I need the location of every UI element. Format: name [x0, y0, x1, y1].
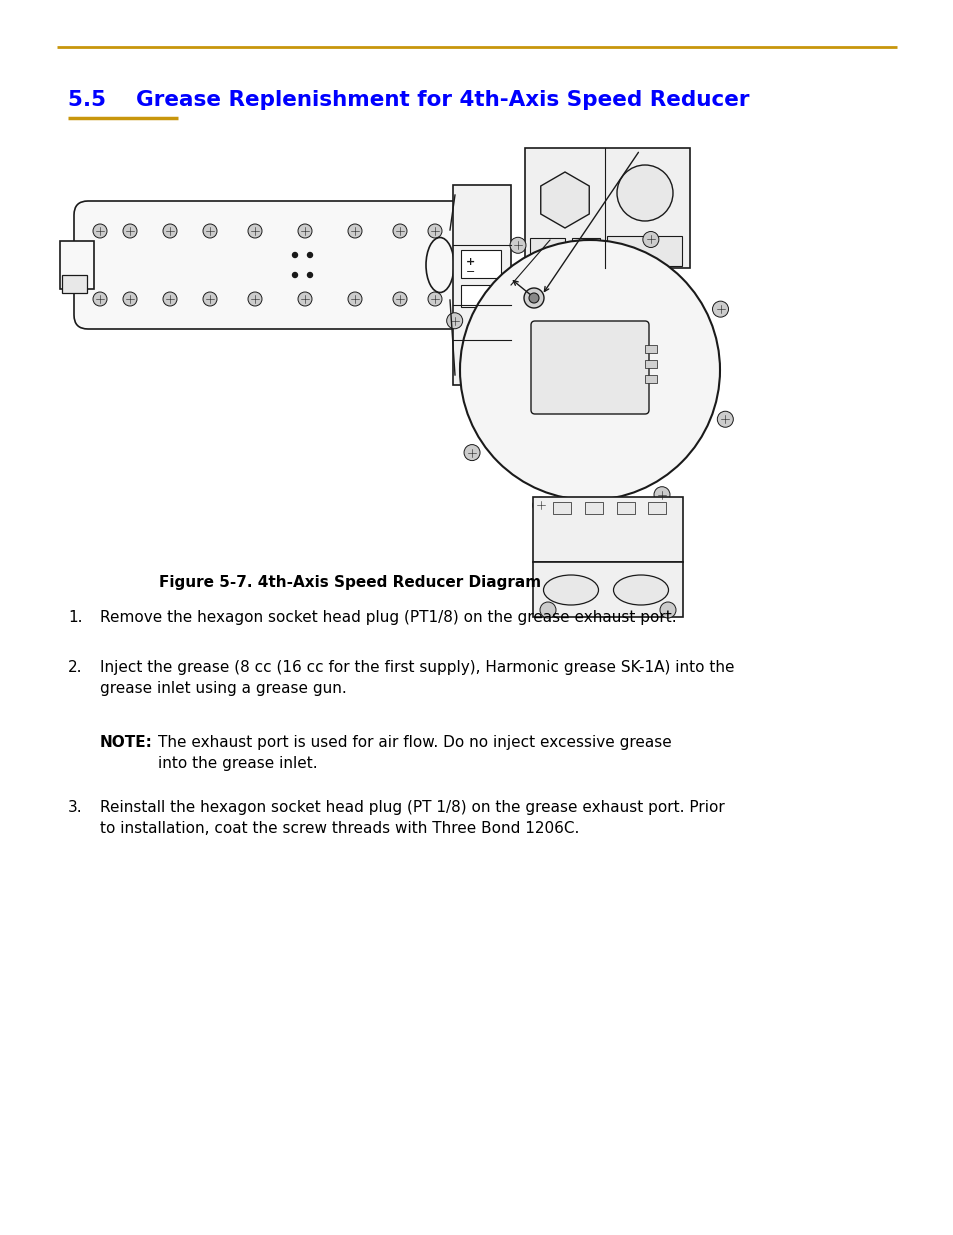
Ellipse shape: [543, 576, 598, 605]
Circle shape: [523, 288, 543, 308]
Circle shape: [712, 301, 728, 317]
Bar: [530, 238, 564, 261]
Circle shape: [163, 224, 177, 238]
Bar: [606, 236, 681, 266]
Circle shape: [92, 224, 107, 238]
Circle shape: [717, 411, 733, 427]
Circle shape: [307, 273, 313, 278]
Text: NOTE:: NOTE:: [100, 735, 152, 750]
Text: −: −: [466, 267, 476, 277]
FancyBboxPatch shape: [60, 241, 94, 289]
Circle shape: [510, 237, 525, 253]
FancyBboxPatch shape: [531, 321, 648, 414]
Circle shape: [539, 601, 556, 618]
Bar: [533, 496, 682, 562]
Bar: [647, 501, 665, 514]
FancyBboxPatch shape: [74, 201, 469, 329]
Circle shape: [348, 291, 361, 306]
Circle shape: [163, 291, 177, 306]
Bar: [617, 501, 635, 514]
Bar: [533, 562, 682, 618]
Bar: [572, 238, 599, 261]
Circle shape: [393, 224, 407, 238]
Circle shape: [463, 445, 479, 461]
Circle shape: [293, 252, 297, 258]
Bar: [553, 501, 571, 514]
Text: 3.: 3.: [68, 800, 83, 815]
Circle shape: [297, 224, 312, 238]
Circle shape: [293, 273, 297, 278]
Text: 1.: 1.: [68, 610, 82, 625]
Bar: [644, 359, 657, 368]
Polygon shape: [540, 172, 589, 228]
Ellipse shape: [613, 576, 668, 605]
Bar: [644, 345, 657, 353]
Circle shape: [297, 291, 312, 306]
Circle shape: [659, 601, 676, 618]
Bar: [62, 275, 87, 293]
Bar: [644, 375, 657, 383]
Text: Remove the hexagon socket head plug (PT1/8) on the grease exhaust port.: Remove the hexagon socket head plug (PT1…: [100, 610, 676, 625]
Circle shape: [393, 291, 407, 306]
Circle shape: [532, 498, 548, 514]
Text: Inject the grease (8 cc (16 cc for the first supply), Harmonic grease SK-1A) int: Inject the grease (8 cc (16 cc for the f…: [100, 659, 734, 697]
Circle shape: [446, 312, 462, 329]
Circle shape: [123, 224, 137, 238]
Circle shape: [428, 224, 441, 238]
Ellipse shape: [426, 237, 454, 293]
Bar: [460, 249, 500, 278]
Text: 2.: 2.: [68, 659, 82, 676]
Circle shape: [248, 224, 262, 238]
Circle shape: [428, 291, 441, 306]
Circle shape: [348, 224, 361, 238]
Circle shape: [459, 240, 720, 500]
Text: The exhaust port is used for air flow. Do no inject excessive grease
into the gr: The exhaust port is used for air flow. D…: [158, 735, 671, 771]
Circle shape: [654, 487, 669, 503]
Circle shape: [642, 231, 659, 247]
Text: Figure 5-7. 4th-Axis Speed Reducer Diagram: Figure 5-7. 4th-Axis Speed Reducer Diagr…: [159, 576, 540, 590]
Text: +: +: [466, 257, 476, 267]
Circle shape: [123, 291, 137, 306]
Bar: [524, 148, 689, 268]
Circle shape: [617, 165, 672, 221]
Text: 5.5    Grease Replenishment for 4th-Axis Speed Reducer: 5.5 Grease Replenishment for 4th-Axis Sp…: [68, 90, 749, 110]
Bar: [460, 285, 500, 308]
Bar: [453, 185, 511, 385]
Circle shape: [92, 291, 107, 306]
Circle shape: [203, 224, 216, 238]
Circle shape: [248, 291, 262, 306]
Circle shape: [474, 337, 490, 353]
Circle shape: [307, 252, 313, 258]
Circle shape: [203, 291, 216, 306]
Bar: [584, 501, 602, 514]
Text: Reinstall the hexagon socket head plug (PT 1/8) on the grease exhaust port. Prio: Reinstall the hexagon socket head plug (…: [100, 800, 724, 836]
Circle shape: [529, 293, 538, 303]
